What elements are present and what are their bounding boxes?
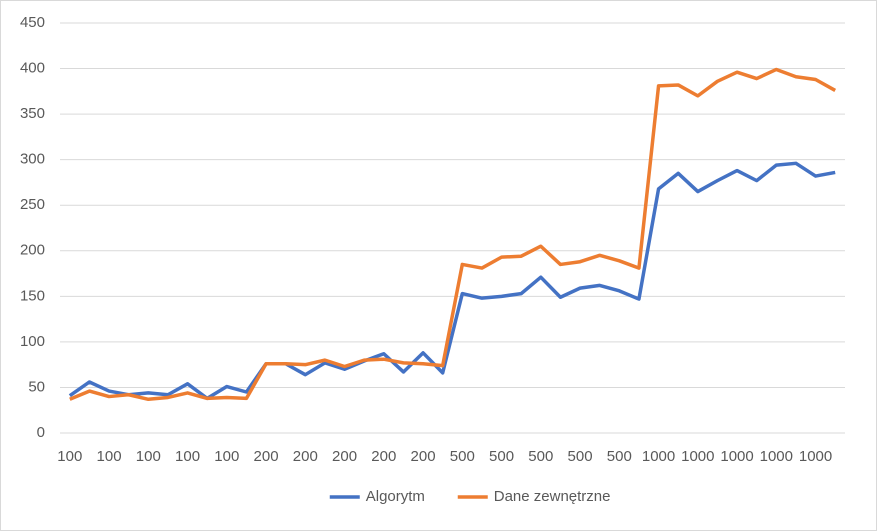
- y-tick-label: 300: [20, 151, 45, 168]
- legend-label: Algorytm: [366, 488, 425, 505]
- y-tick-label: 200: [20, 242, 45, 259]
- y-tick-label: 450: [20, 14, 45, 31]
- y-tick-label: 350: [20, 105, 45, 122]
- y-tick-label: 50: [28, 378, 45, 395]
- x-tick-label: 1000: [760, 448, 793, 465]
- x-tick-label: 1000: [799, 448, 832, 465]
- y-tick-label: 250: [20, 196, 45, 213]
- x-tick-label: 500: [568, 448, 593, 465]
- x-tick-label: 200: [254, 448, 279, 465]
- x-tick-label: 1000: [642, 448, 675, 465]
- line-series: [68, 161, 836, 401]
- x-tick-label: 100: [214, 448, 239, 465]
- line-series: [69, 67, 837, 402]
- x-tick-label: 100: [136, 448, 161, 465]
- y-tick-label: 100: [20, 333, 45, 350]
- x-tick-label: 100: [97, 448, 122, 465]
- x-tick-label: 200: [332, 448, 357, 465]
- y-tick-label: 150: [20, 287, 45, 304]
- legend-label: Dane zewnętrzne: [494, 488, 611, 505]
- x-tick-label: 1000: [720, 448, 753, 465]
- x-tick-label: 500: [450, 448, 475, 465]
- x-tick-label: 200: [411, 448, 436, 465]
- y-tick-label: 400: [20, 60, 45, 77]
- x-tick-label: 100: [175, 448, 200, 465]
- y-tick-label: 0: [37, 424, 45, 441]
- x-tick-label: 500: [489, 448, 514, 465]
- x-tick-label: 500: [607, 448, 632, 465]
- x-tick-label: 200: [293, 448, 318, 465]
- x-tick-label: 1000: [681, 448, 714, 465]
- x-tick-label: 200: [371, 448, 396, 465]
- x-tick-label: 500: [528, 448, 553, 465]
- x-tick-label: 100: [57, 448, 82, 465]
